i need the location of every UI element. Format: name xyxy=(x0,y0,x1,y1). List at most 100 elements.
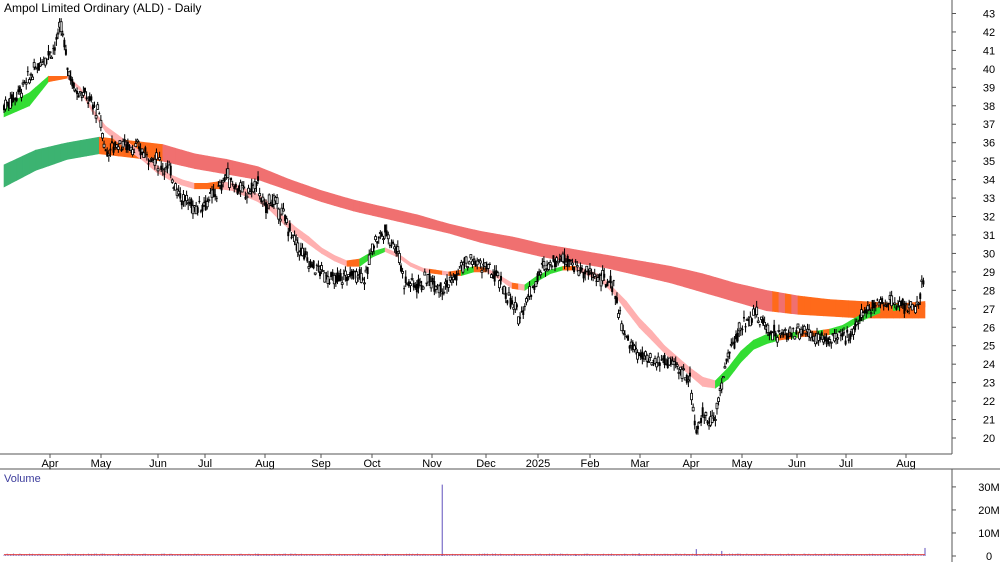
candlestick-series xyxy=(3,18,925,435)
long-band-segment xyxy=(295,181,303,196)
long-band-segment xyxy=(594,252,602,268)
candle-body-down xyxy=(265,202,268,214)
candle-body-up xyxy=(548,261,552,265)
candle-body-down xyxy=(385,230,388,237)
candle-body-down xyxy=(88,96,91,101)
candle-body-down xyxy=(531,286,534,289)
candle-body-up xyxy=(410,278,414,280)
long-band-segment xyxy=(168,145,176,165)
long-band-segment xyxy=(48,145,56,167)
candle-body-up xyxy=(282,208,285,212)
candle-body-down xyxy=(198,200,201,202)
candle-body-up xyxy=(396,246,400,252)
candle-body-down xyxy=(66,67,69,70)
candle-body-up xyxy=(575,265,579,268)
candle-body-down xyxy=(511,300,514,305)
candle-body-up xyxy=(158,157,162,161)
candle-body-down xyxy=(271,199,274,208)
candle-body-down xyxy=(522,310,525,315)
candle-body-down xyxy=(627,335,630,341)
long-band-segment xyxy=(518,237,526,254)
candle-body-up xyxy=(221,180,225,183)
candle-body-up xyxy=(653,357,657,364)
candle-body-down xyxy=(45,58,48,60)
candle-body-down xyxy=(736,332,739,342)
x-tick-label: Aug xyxy=(896,458,916,470)
candle-body-up xyxy=(645,354,649,362)
candle-body-down xyxy=(609,275,612,284)
candle-body-down xyxy=(439,282,442,292)
candle-body-up xyxy=(720,382,724,390)
candle-body-down xyxy=(669,359,672,364)
candle-body-down xyxy=(380,233,383,237)
candle-body-up xyxy=(61,33,65,36)
candle-body-down xyxy=(18,86,21,93)
candle-body-up xyxy=(621,330,625,334)
candle-body-down xyxy=(160,165,163,170)
volume-tick-label: 30M xyxy=(978,482,999,494)
candle-body-up xyxy=(834,333,838,339)
candle-body-up xyxy=(401,271,404,274)
candle-body-up xyxy=(102,143,106,148)
candle-body-down xyxy=(612,280,615,282)
candle-body-down xyxy=(750,318,753,323)
long-band-segment xyxy=(734,282,742,304)
candle-body-down xyxy=(827,337,830,345)
candle-body-down xyxy=(625,335,628,337)
candle-body-down xyxy=(414,285,417,289)
candle-body-down xyxy=(742,316,745,319)
candle-body-down xyxy=(754,310,757,313)
candle-body-down xyxy=(404,276,407,284)
candle-body-down xyxy=(744,326,747,328)
candle-body-down xyxy=(895,307,898,310)
long-band-segment xyxy=(29,149,37,175)
candle-body-down xyxy=(666,359,669,368)
candle-body-down xyxy=(345,276,348,282)
long-band-segment xyxy=(473,229,481,243)
candle-body-up xyxy=(802,325,806,331)
candle-body-up xyxy=(242,186,246,189)
y-tick-label: 20 xyxy=(983,433,995,445)
long-band-segment xyxy=(619,257,627,274)
long-band-segment xyxy=(842,299,850,318)
candle-body-down xyxy=(769,331,772,335)
candle-body-up xyxy=(148,160,152,162)
long-band-segment xyxy=(403,211,411,225)
long-band-segment xyxy=(784,293,792,314)
candle-body-down xyxy=(260,197,263,203)
y-tick-label: 27 xyxy=(983,304,995,316)
candle-body-up xyxy=(99,119,103,128)
long-band-segment xyxy=(327,192,335,206)
long-band-segment xyxy=(289,179,297,194)
candle-body-up xyxy=(917,302,921,305)
volume-panel xyxy=(3,484,926,556)
candle-body-up xyxy=(910,304,914,311)
candle-body-up xyxy=(620,323,624,332)
candle-body-up xyxy=(471,260,474,265)
candle-body-down xyxy=(250,182,253,193)
candle-body-down xyxy=(825,339,828,342)
candle-body-up xyxy=(267,194,271,204)
candle-body-down xyxy=(634,347,637,350)
candle-body-down xyxy=(128,145,131,147)
volume-axis-ticks: 0 10M 20M 30M xyxy=(952,482,1000,562)
y-tick-label: 29 xyxy=(983,267,995,279)
candle-body-up xyxy=(374,236,377,241)
y-tick-label: 40 xyxy=(983,64,995,76)
candle-body-down xyxy=(574,261,577,263)
candle-body-up xyxy=(904,303,908,306)
short-band-segment xyxy=(48,75,56,83)
long-band-segment xyxy=(391,208,399,222)
candle-body-down xyxy=(728,351,731,354)
long-band-segment xyxy=(480,230,488,245)
x-axis-ticks: Apr May Jun Jul Aug Sep Oct Nov Dec 2025 Feb Mar Apr… xyxy=(41,454,916,470)
candle-body-up xyxy=(278,218,282,222)
candle-body-up xyxy=(796,323,800,328)
long-band-segment xyxy=(67,141,75,160)
long-band-segment xyxy=(511,236,519,252)
candle-body-up xyxy=(726,352,730,358)
long-band-segment xyxy=(791,294,799,315)
candle-body-up xyxy=(31,76,34,80)
x-tick-label: Apr xyxy=(682,458,699,470)
